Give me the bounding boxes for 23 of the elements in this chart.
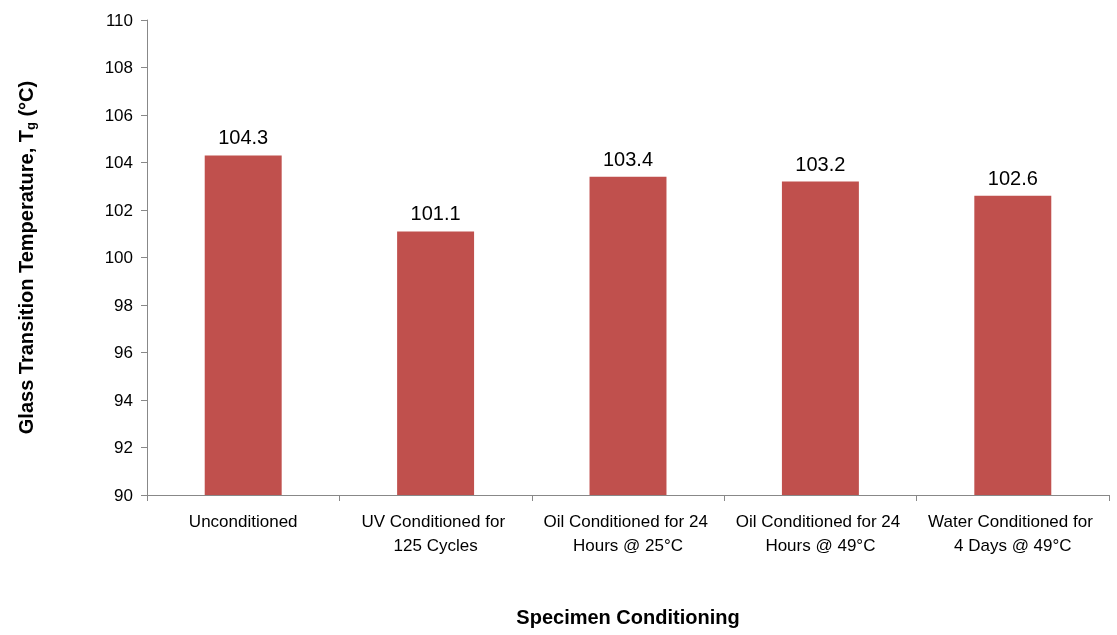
x-tick-label: Oil Conditioned for 24 Hours @ 49°C: [735, 511, 905, 555]
x-tick-label: Unconditioned: [188, 511, 298, 531]
y-tick-label: 106: [104, 105, 133, 125]
y-tick-label: 110: [105, 10, 133, 30]
y-tick-label: 100: [104, 248, 133, 267]
y-tick-label: 98: [114, 295, 133, 315]
data-label: 104.3: [218, 126, 269, 149]
y-tick-label: 96: [114, 343, 133, 362]
y-tick-label: 90: [114, 485, 133, 505]
x-tick-label: UV Conditioned for 125 Cycles: [361, 511, 510, 555]
data-label: 103.4: [602, 147, 654, 170]
data-label: 101.1: [410, 202, 461, 225]
y-tick-label: 94: [114, 390, 133, 410]
y-tick-label: 92: [114, 438, 133, 457]
y-tick-label: 102: [104, 200, 133, 220]
y-axis-title: Glass Transition Temperature, Tg (°C): [14, 80, 38, 435]
x-axis-title: Specimen Conditioning: [516, 606, 740, 628]
data-label: 102.6: [987, 166, 1038, 189]
y-tick-label: 104: [104, 153, 133, 172]
x-tick-label: Oil Conditioned for 24 Hours @ 25°C: [543, 511, 713, 555]
x-tick-label: Water Conditioned for 4 Days @ 49°C: [928, 511, 1098, 555]
y-tick-label: 108: [104, 58, 133, 77]
data-label: 103.2: [795, 152, 846, 175]
